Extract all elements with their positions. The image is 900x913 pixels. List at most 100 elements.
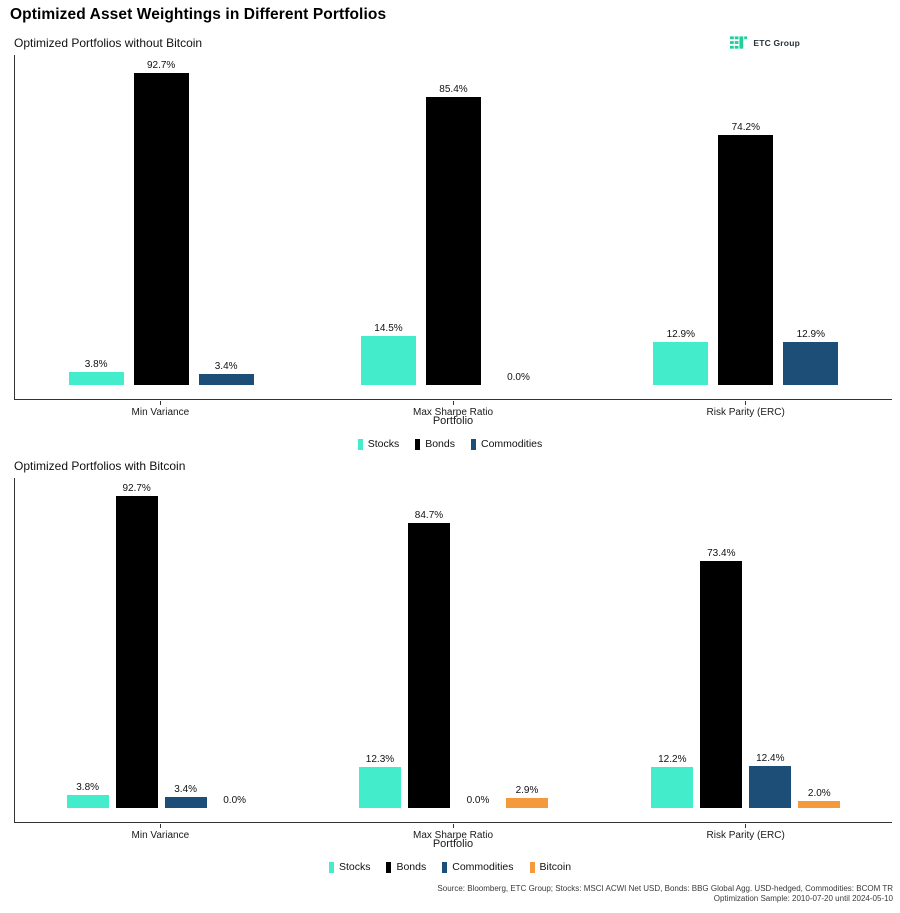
- chart1-x-axis-title: Portfolio: [432, 415, 474, 427]
- bar-bitcoin-max-sharpe-ratio: [505, 798, 548, 808]
- bar-slot-bonds-max-sharpe-ratio: 85.4%: [425, 84, 481, 385]
- bar-bonds-min-variance: [115, 495, 158, 808]
- legend-item-commodities: Commodities: [442, 861, 514, 873]
- bar-value-label-commodities-max-sharpe-ratio: 0.0%: [507, 372, 530, 383]
- bar-slot-commodities-min-variance: 3.4%: [164, 783, 207, 808]
- bar-value-label-bonds-max-sharpe-ratio: 84.7%: [414, 509, 444, 521]
- legend-swatch-stocks: [328, 861, 334, 873]
- bar-group-risk-parity-erc: 12.2% 73.4% 12.4% 2.0%: [600, 548, 892, 808]
- axis-tick: [452, 401, 454, 405]
- bar-value-label-bitcoin-risk-parity-erc: 2.0%: [807, 788, 831, 800]
- x-axis-label-risk-parity-erc: Risk Parity (ERC): [706, 407, 785, 418]
- legend-item-bonds: Bonds: [386, 861, 426, 873]
- bar-value-label-stocks-min-variance: 3.8%: [76, 782, 100, 794]
- bar-value-label-commodities-max-sharpe-ratio: 0.0%: [466, 795, 490, 806]
- bar-slot-bitcoin-min-variance: 0.0%: [214, 795, 256, 808]
- bar-group-min-variance: 3.8% 92.7% 3.4% 0.0%: [15, 483, 307, 808]
- bar-value-label-bitcoin-max-sharpe-ratio: 2.9%: [515, 785, 539, 797]
- legend-swatch-bonds: [386, 861, 392, 873]
- chart2-x-axis-labels: Min Variance Max Sharpe Ratio Risk Parity …: [14, 824, 892, 841]
- x-axis-label-risk-parity-erc: Risk Parity (ERC): [706, 830, 785, 841]
- bar-commodities-min-variance: [164, 796, 207, 808]
- chart2-plot-area: 3.8% 92.7% 3.4% 0.0% 12.3% 84.7% 0.0% 2.9% 12.2%…: [14, 478, 892, 823]
- legend-item-bitcoin: Bitcoin: [529, 861, 572, 873]
- etc-group-logo-icon: [730, 36, 748, 49]
- x-axis-category-risk-parity-erc: Risk Parity (ERC): [599, 824, 892, 841]
- bar-stocks-risk-parity-erc: [653, 341, 709, 385]
- chart2-subtitle: Optimized Portfolios with Bitcoin: [14, 459, 186, 473]
- legend-swatch-commodities: [471, 438, 476, 450]
- bar-value-label-bonds-max-sharpe-ratio: 85.4%: [439, 84, 468, 96]
- axis-tick: [745, 824, 747, 828]
- legend-label-bonds: Bonds: [396, 861, 427, 873]
- chart1-legend: Stocks Bonds Commodities: [0, 438, 900, 450]
- bar-value-label-stocks-max-sharpe-ratio: 14.5%: [374, 323, 403, 335]
- x-axis-category-min-variance: Min Variance: [14, 824, 307, 841]
- etc-group-logo-text: ETC Group: [753, 38, 800, 48]
- bar-slot-bonds-max-sharpe-ratio: 84.7%: [407, 509, 450, 808]
- bar-group-risk-parity-erc: 12.9% 74.2% 12.9%: [600, 122, 892, 385]
- bar-bitcoin-risk-parity-erc: [798, 801, 841, 808]
- bar-bonds-min-variance: [133, 72, 189, 385]
- x-axis-category-min-variance: Min Variance: [14, 401, 307, 418]
- chart1-x-axis-labels: Min Variance Max Sharpe Ratio Risk Parity …: [14, 401, 892, 418]
- legend-label-stocks: Stocks: [338, 861, 371, 873]
- bar-slot-stocks-risk-parity-erc: 12.9%: [653, 328, 709, 385]
- x-axis-label-max-sharpe-ratio: Max Sharpe Ratio: [412, 407, 494, 418]
- bar-commodities-risk-parity-erc: [783, 341, 839, 385]
- bar-slot-bonds-risk-parity-erc: 74.2%: [718, 121, 774, 385]
- bar-value-label-stocks-risk-parity-erc: 12.2%: [658, 753, 687, 765]
- bar-stocks-risk-parity-erc: [651, 766, 694, 808]
- bar-value-label-bonds-risk-parity-erc: 74.2%: [731, 121, 760, 133]
- x-axis-label-min-variance: Min Variance: [131, 830, 190, 841]
- bar-group-min-variance: 3.8% 92.7% 3.4%: [15, 60, 307, 385]
- bar-slot-bonds-min-variance: 92.7%: [133, 60, 189, 385]
- legend-item-stocks: Stocks: [357, 438, 400, 450]
- x-axis-label-min-variance: Min Variance: [131, 407, 190, 418]
- bar-slot-commodities-risk-parity-erc: 12.9%: [783, 328, 839, 385]
- x-axis-category-max-sharpe-ratio: Max Sharpe Ratio: [307, 824, 600, 841]
- bar-slot-bonds-risk-parity-erc: 73.4%: [700, 548, 743, 808]
- source-note: Source: Bloomberg, ETC Group; Stocks: MS…: [437, 884, 893, 904]
- bar-slot-stocks-max-sharpe-ratio: 14.5%: [360, 323, 416, 385]
- legend-swatch-commodities: [442, 861, 448, 873]
- bar-bonds-risk-parity-erc: [700, 560, 743, 808]
- bar-stocks-min-variance: [66, 795, 109, 808]
- legend-swatch-stocks: [357, 438, 363, 450]
- bar-group-max-sharpe-ratio: 12.3% 84.7% 0.0% 2.9%: [307, 510, 599, 808]
- bar-slot-commodities-risk-parity-erc: 12.4%: [749, 753, 792, 808]
- legend-swatch-bonds: [415, 438, 421, 450]
- bar-slot-stocks-min-variance: 3.8%: [68, 359, 124, 385]
- bar-slot-stocks-max-sharpe-ratio: 12.3%: [358, 753, 401, 808]
- legend-label-bitcoin: Bitcoin: [539, 861, 572, 873]
- chart1-plot-area: 3.8% 92.7% 3.4% 14.5% 85.4% 0.0% 12.9% 74.2% 12.…: [14, 55, 892, 400]
- bar-commodities-risk-parity-erc: [749, 766, 792, 808]
- bar-value-label-commodities-min-variance: 3.4%: [174, 783, 198, 795]
- legend-label-stocks: Stocks: [367, 438, 400, 450]
- x-axis-label-max-sharpe-ratio: Max Sharpe Ratio: [412, 830, 494, 841]
- chart1-subtitle: Optimized Portfolios without Bitcoin: [14, 36, 203, 50]
- legend-label-commodities: Commodities: [452, 861, 514, 873]
- bar-slot-bitcoin-risk-parity-erc: 2.0%: [798, 788, 841, 808]
- bar-slot-commodities-min-variance: 3.4%: [198, 360, 254, 385]
- bar-group-max-sharpe-ratio: 14.5% 85.4% 0.0%: [307, 84, 599, 385]
- bar-value-label-stocks-max-sharpe-ratio: 12.3%: [365, 753, 395, 765]
- legend-swatch-bitcoin: [529, 861, 535, 873]
- bar-slot-stocks-min-variance: 3.8%: [66, 782, 109, 808]
- axis-tick: [745, 401, 747, 405]
- legend-item-stocks: Stocks: [328, 861, 371, 873]
- bar-value-label-commodities-min-variance: 3.4%: [214, 360, 238, 372]
- axis-tick: [159, 401, 161, 405]
- bar-value-label-commodities-risk-parity-erc: 12.9%: [796, 328, 825, 340]
- bar-slot-bonds-min-variance: 92.7%: [115, 483, 158, 808]
- x-axis-category-max-sharpe-ratio: Max Sharpe Ratio: [307, 401, 600, 418]
- bar-stocks-min-variance: [68, 372, 124, 385]
- bar-slot-bitcoin-max-sharpe-ratio: 2.9%: [505, 785, 548, 808]
- legend-item-bonds: Bonds: [415, 438, 455, 450]
- bar-stocks-max-sharpe-ratio: [360, 336, 416, 385]
- source-line-1: Source: Bloomberg, ETC Group; Stocks: MS…: [437, 884, 893, 893]
- bar-value-label-stocks-risk-parity-erc: 12.9%: [666, 328, 695, 340]
- bar-bonds-max-sharpe-ratio: [425, 97, 481, 385]
- bar-slot-commodities-max-sharpe-ratio: 0.0%: [491, 372, 546, 385]
